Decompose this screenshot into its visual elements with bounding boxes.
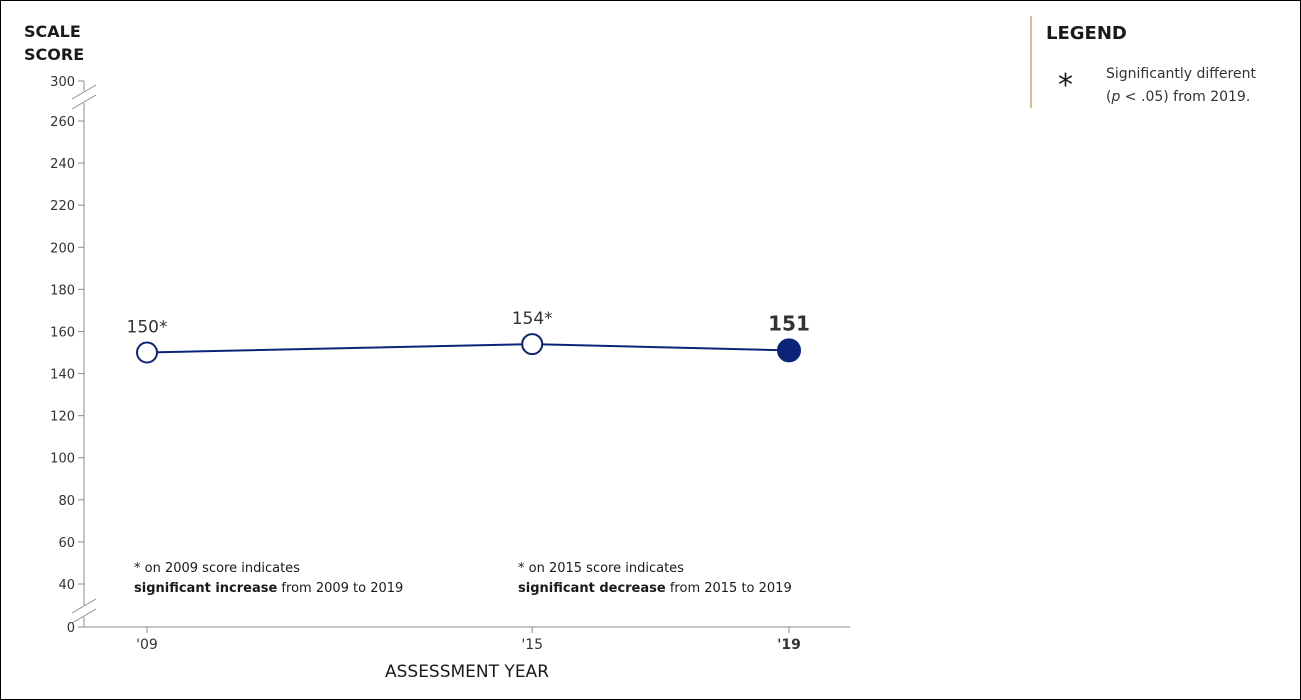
y-tick-label: 60 [58,536,75,551]
data-label: 150* [127,318,168,338]
x-tick-label: '19 [777,637,801,653]
note-2015-line1: * on 2015 score indicates [518,561,684,576]
note-2009-line1: * on 2009 score indicates [134,561,300,576]
y-tick-label: 240 [50,157,75,172]
legend-p: p [1110,89,1120,105]
legend-text-rest: < .05) from 2019. [1120,89,1250,105]
y-axis-break-mark [71,84,97,100]
legend-paren: ( [1106,89,1111,105]
legend-asterisk-icon: * [1058,68,1073,103]
data-point [777,338,801,363]
x-tick-label: '09 [136,637,158,653]
data-label: 154* [512,309,553,329]
y-tick-label: 300 [50,75,75,90]
legend-title: LEGEND [1046,23,1127,44]
note-2015-rest: from 2015 to 2019 [666,581,792,596]
y-tick-label: 260 [50,115,75,130]
y-axis-title-line1: SCALE [24,22,81,41]
y-tick-label: 160 [50,325,75,340]
note-2009-line2: significant increase from 2009 to 2019 [134,581,403,596]
y-axis-break-mark [71,598,97,614]
y-tick-label: 120 [50,410,75,425]
y-tick-label: 40 [58,578,75,593]
note-2015-line2: significant decrease from 2015 to 2019 [518,581,792,596]
y-tick-label: 220 [50,199,75,214]
y-axis-break-mark [71,608,97,624]
series-line: 150* 154* 151 [127,309,810,364]
x-axis: '09 '15 '19 [84,626,850,653]
legend-text-line2: (p < .05) from 2019. [1106,89,1250,105]
note-2009-bold: significant increase [134,581,277,596]
x-axis-title: ASSESSMENT YEAR [385,662,549,682]
y-tick-label: 80 [58,494,75,509]
y-tick-label: 100 [50,452,75,467]
data-point [521,333,544,356]
series-polyline [146,343,790,354]
y-axis-title-line2: SCORE [24,45,84,64]
y-tick-label: 140 [50,368,75,383]
y-tick-label: 180 [50,283,75,298]
data-point [136,341,158,364]
note-2009-rest: from 2009 to 2019 [277,581,403,596]
note-2015-bold: significant decrease [518,581,666,596]
y-axis: 0 40 60 80 100 120 140 160 180 200 220 240 260 300 [50,75,97,636]
legend-text-line1: Significantly different [1106,66,1256,82]
data-label: 151 [768,311,810,335]
y-tick-label: 0 [67,621,75,636]
y-tick-label: 200 [50,241,75,256]
y-axis-break-mark [71,94,97,110]
x-tick-label: '15 [521,637,543,653]
